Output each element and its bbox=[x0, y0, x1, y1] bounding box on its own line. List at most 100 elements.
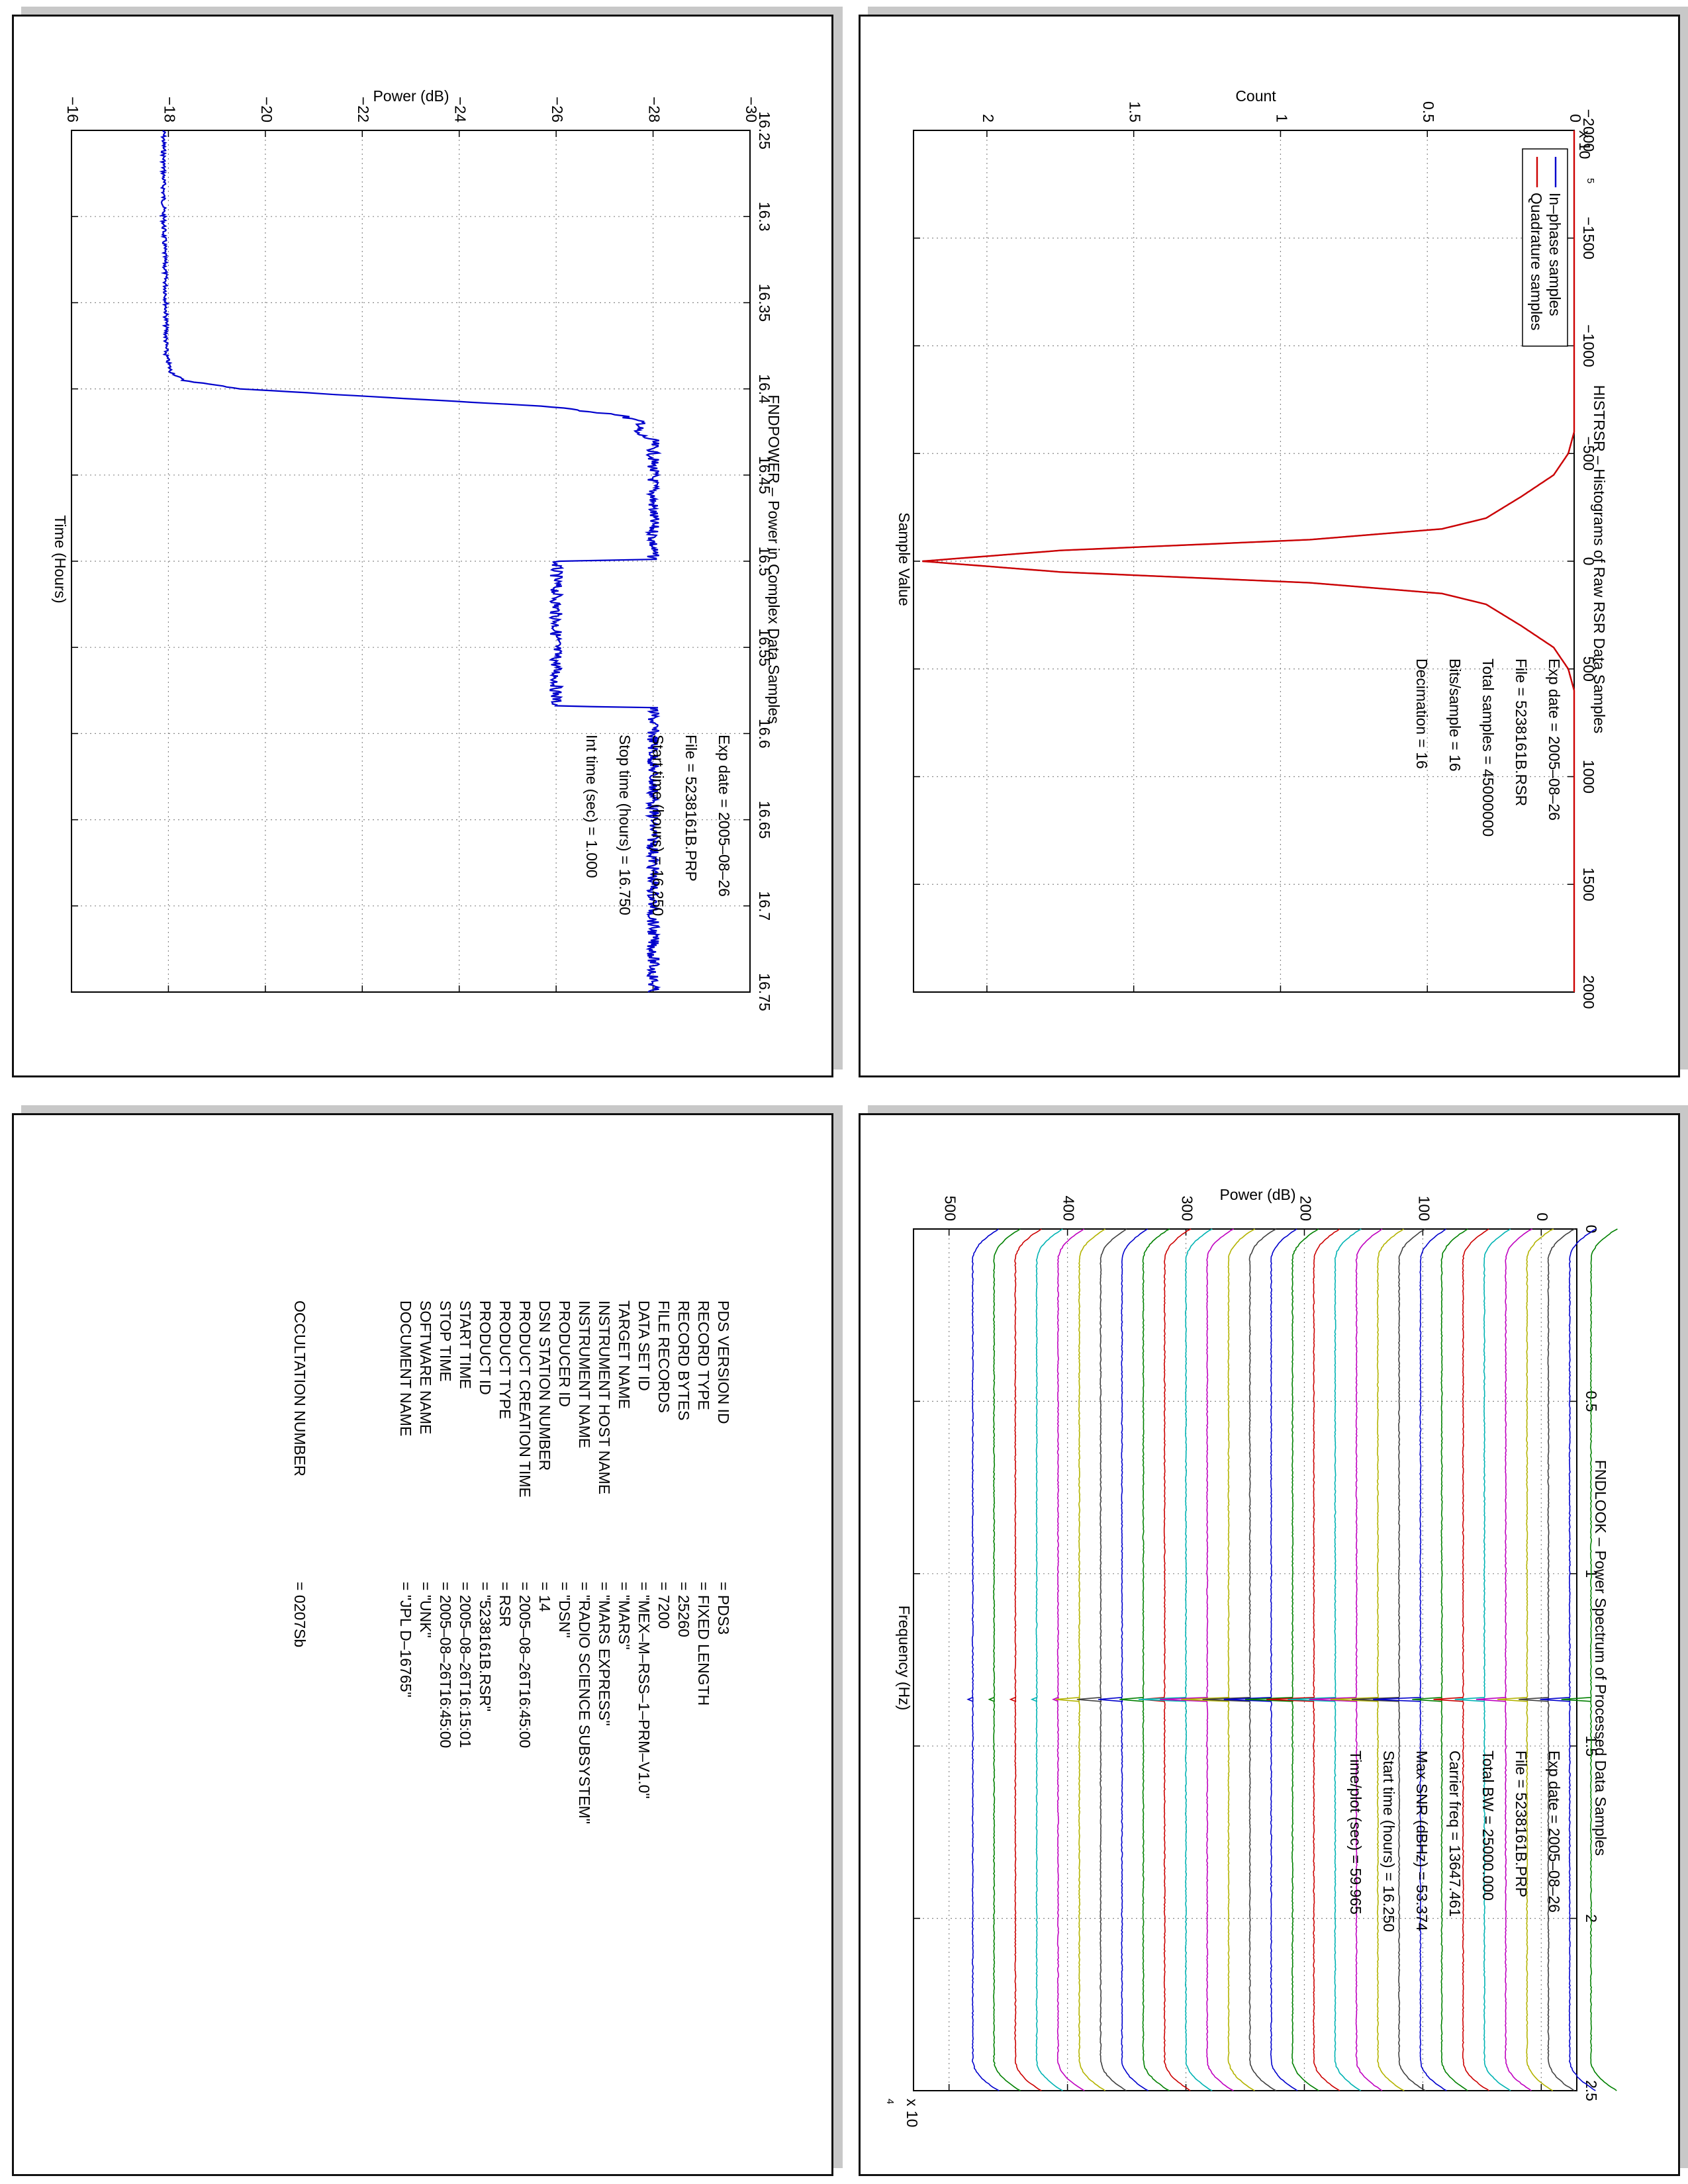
y-tick-label: −22 bbox=[355, 97, 372, 122]
info-line: Int time (sec) = 1.000 bbox=[583, 735, 600, 878]
y-tick-label: −28 bbox=[645, 97, 663, 122]
spectrum-series-line bbox=[1206, 1228, 1234, 2091]
info-line: Bits/sample = 16 bbox=[1446, 659, 1464, 772]
fndlook-panel: 0 0.5 1 1.5 2 2.5 0 100 200 300 400 500 FNDLOOK – Po… bbox=[859, 1113, 1680, 2176]
x-tick-label: 16.6 bbox=[756, 719, 773, 749]
spectrum-series-line bbox=[1270, 1228, 1298, 2091]
info-line: Start time (hours) = 16.250 bbox=[1380, 1751, 1397, 1932]
y-scale-exponent: 5 bbox=[1585, 178, 1596, 183]
spectrum-series-line bbox=[1568, 1228, 1597, 2091]
spectrum-series-line bbox=[1142, 1228, 1170, 2091]
y-tick-label: 0.5 bbox=[1420, 101, 1437, 122]
label-key: PRODUCT CREATION TIME bbox=[516, 1300, 534, 1498]
carrier-spike bbox=[1309, 1697, 1357, 1702]
grid bbox=[71, 130, 751, 993]
carrier-spike bbox=[1412, 1697, 1442, 1702]
carrier-spike bbox=[1288, 1697, 1336, 1702]
y-tick-label: −20 bbox=[258, 97, 275, 122]
label-key: TARGET NAME bbox=[616, 1300, 633, 1409]
carrier-spike bbox=[1030, 1697, 1037, 1702]
x-tick-label: −2000 bbox=[1580, 109, 1597, 152]
spectrum-series-line bbox=[1376, 1228, 1405, 2091]
y-tick-label: 100 bbox=[1415, 1196, 1432, 1221]
spectrum-series-line bbox=[1163, 1228, 1192, 2091]
fndpower-panel: 16.25 16.3 16.35 16.4 16.45 16.5 16.55 16.6 16.6… bbox=[12, 15, 833, 1077]
spectrum-series-line bbox=[1398, 1228, 1426, 2091]
histogram-series-line bbox=[922, 130, 1575, 992]
spectrum-series-line bbox=[1035, 1228, 1063, 2091]
chart-title: HISTRSR – Histograms of Raw RSR Data Sam… bbox=[1591, 385, 1608, 734]
spectrum-series-line bbox=[1056, 1228, 1085, 2091]
x-scale-exponent: 4 bbox=[884, 2099, 896, 2104]
label-value: = "DSN" bbox=[556, 1582, 573, 1638]
carrier-spike bbox=[1330, 1697, 1378, 1702]
plot-frame bbox=[913, 1228, 1577, 2091]
carrier-spike bbox=[1138, 1697, 1186, 1702]
y-tick-label: −18 bbox=[161, 97, 178, 122]
x-tick-label: 16.75 bbox=[756, 973, 773, 1011]
label-value: = 14 bbox=[536, 1582, 553, 1612]
spectrum-series-line bbox=[1313, 1228, 1340, 2091]
spectrum-series-line bbox=[1505, 1228, 1532, 2091]
y-tick-label: −16 bbox=[64, 97, 81, 122]
label-value: = 2005–08–26T16:15:01 bbox=[457, 1582, 474, 1749]
carrier-spike bbox=[1052, 1697, 1058, 1702]
label-value: = "JPL D–16765" bbox=[397, 1582, 414, 1698]
info-line: File = 5238161B.RSR bbox=[1513, 659, 1530, 806]
label-value: = "5238161B.RSR" bbox=[477, 1582, 494, 1711]
carrier-spike bbox=[966, 1697, 973, 1702]
y-tick-label: 500 bbox=[942, 1196, 959, 1221]
label-key: OCCULTATION NUMBER bbox=[291, 1300, 308, 1477]
x-tick-label: 16.35 bbox=[756, 284, 773, 322]
carrier-spike bbox=[1454, 1697, 1485, 1702]
x-tick-label: 16.4 bbox=[756, 374, 773, 404]
label-value: = "MEX–M–RSS–1–PRM–V1.0" bbox=[635, 1582, 653, 1799]
spectrum-series-line bbox=[1248, 1228, 1277, 2091]
x-tick-label: 16.5 bbox=[756, 547, 773, 576]
info-line: Exp date = 2005–08–26 bbox=[1546, 1751, 1563, 1913]
x-axis-label: Frequency (Hz) bbox=[896, 1606, 913, 1710]
x-tick-label: 16.65 bbox=[756, 801, 773, 839]
carrier-spike bbox=[1540, 1697, 1570, 1702]
y-tick-label: −30 bbox=[743, 97, 760, 122]
label-value: = 0207Sb bbox=[291, 1582, 308, 1648]
label-value: = 2005–08–26T16:45:00 bbox=[437, 1582, 454, 1749]
spectrum-series-line bbox=[1334, 1228, 1362, 2091]
label-value: = "MARS" bbox=[616, 1582, 633, 1650]
label-key: PRODUCER ID bbox=[556, 1300, 573, 1408]
carrier-spike bbox=[1119, 1697, 1144, 1702]
label-key: PDS VERSION ID bbox=[715, 1300, 732, 1424]
label-panel: PDS VERSION ID = PDS3 RECORD TYPE = FIXED L… bbox=[12, 1113, 833, 2176]
legend-entry: Quadrature samples bbox=[1528, 193, 1545, 330]
histrsr-chart: −2000 −1500 −1000 −500 0 500 1000 1500 2000 0 0.5 1… bbox=[896, 87, 1608, 1009]
chart-title: FNDLOOK – Power Spectrum of Processed Da… bbox=[1592, 1460, 1609, 1856]
label-table: PDS VERSION ID = PDS3 RECORD TYPE = FIXED L… bbox=[14, 1115, 831, 2174]
spectrum-series-line bbox=[1355, 1228, 1383, 2091]
info-line: Total samples = 45000000 bbox=[1479, 659, 1497, 837]
grid bbox=[914, 1228, 1577, 2091]
chart-title: FNDPOWER – Power in Complex Data Samples bbox=[765, 394, 782, 723]
label-key: START TIME bbox=[457, 1300, 474, 1389]
spectrum-series-line bbox=[1078, 1228, 1106, 2091]
spectrum-series-line bbox=[971, 1228, 1000, 2091]
spectrum-series-line bbox=[1014, 1228, 1042, 2091]
x-tick-label: 1000 bbox=[1580, 760, 1597, 794]
carrier-spike bbox=[1433, 1697, 1464, 1702]
y-scale-factor: x 10 bbox=[1576, 130, 1593, 159]
carrier-spike bbox=[1351, 1697, 1399, 1702]
x-tick-label: 16.3 bbox=[756, 202, 773, 232]
info-line: Total BW = 25000.000 bbox=[1479, 1751, 1497, 1901]
fndpower-chart: 16.25 16.3 16.35 16.4 16.45 16.5 16.55 16.6 16.6… bbox=[52, 87, 782, 1011]
label-value: = RSR bbox=[496, 1582, 514, 1627]
y-tick-label: 1 bbox=[1273, 114, 1290, 122]
label-key: PRODUCT TYPE bbox=[496, 1300, 514, 1420]
info-line: Max SNR (dBHz) = 53.374 bbox=[1413, 1751, 1430, 1931]
legend-entry: In–phase samples bbox=[1546, 193, 1564, 316]
carrier-spike bbox=[1055, 1697, 1080, 1702]
spectrum-series-line bbox=[1184, 1228, 1213, 2091]
y-axis-label: Count bbox=[1235, 87, 1276, 105]
plot-frame bbox=[913, 130, 1575, 993]
x-scale-factor: x 10 bbox=[904, 2099, 921, 2127]
